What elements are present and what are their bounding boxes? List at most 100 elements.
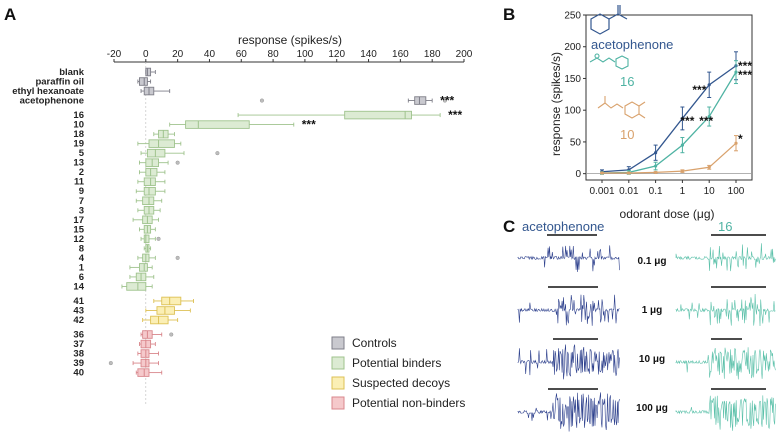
box-iqr (139, 77, 148, 86)
box-11 (137, 177, 166, 186)
category-label: 38 (73, 349, 84, 360)
category-label: 1 (79, 262, 85, 273)
panel-a-xtick-label: -20 (107, 49, 122, 60)
category-label: 5 (79, 148, 85, 159)
trace-title-16: 16 (718, 219, 732, 234)
panel-a-boxes: ********* (108, 67, 462, 377)
category-label: paraffin oil (35, 77, 84, 88)
box-iqr (140, 358, 150, 368)
panel-a-xtick-label: 160 (392, 49, 409, 60)
panel-a-boxplot: response (spikes/s) -20 0 20 40 60 80 100 120 14… (12, 33, 473, 410)
box-4 (137, 253, 180, 263)
category-label: 16 (73, 110, 84, 121)
panel-a-xtick-label: 40 (204, 49, 216, 60)
series-point (734, 70, 738, 74)
legend-label-controls: Controls (352, 336, 397, 350)
box-36 (140, 330, 174, 339)
panel-b-ytick-label: 50 (570, 137, 582, 148)
category-label: 7 (79, 196, 84, 207)
legend-acetophenone: acetophenone (591, 37, 673, 52)
panel-b-axes: 0 50 100 150 200 250 0.001 0.01 0.1 1 10 100 (564, 11, 753, 197)
box-iqr (143, 186, 156, 196)
panel-b-ytick-label: 0 (575, 169, 581, 180)
box-7 (135, 196, 163, 206)
category-label: 39 (73, 358, 84, 369)
box-37 (139, 339, 156, 349)
panel-a-xtick-label: 120 (328, 49, 345, 60)
compound16-structure-icon (589, 53, 629, 70)
series-point (707, 114, 711, 119)
box-iqr (148, 139, 175, 148)
series-acetophenone: *** (600, 51, 752, 175)
trace-acetophenone-2 (517, 344, 620, 380)
panel-b-series: ************* *** (600, 51, 752, 175)
dose-label-0: 0.1 μg (638, 256, 667, 267)
box-iqr (137, 368, 150, 377)
panel-a-xtick-label: 140 (360, 49, 377, 60)
box-iqr (140, 349, 150, 358)
series-significance: * (738, 132, 743, 146)
box-iqr (142, 196, 155, 206)
category-label: 12 (73, 234, 84, 245)
category-label: 13 (73, 158, 84, 169)
legend-swatch-binders (331, 356, 345, 370)
significance-label: *** (440, 94, 454, 108)
box-outlier (169, 332, 174, 337)
category-label: 6 (79, 272, 84, 283)
legend-swatch-nonbinders (331, 396, 345, 410)
box-14 (121, 282, 153, 291)
box-6 (129, 272, 155, 282)
panel-a-letter: A (4, 5, 16, 24)
box-outlier (156, 236, 161, 241)
category-label: 42 (73, 315, 84, 326)
series-point (654, 151, 658, 155)
series-point (680, 143, 685, 147)
category-label: 40 (73, 368, 84, 379)
legend-label-binders: Potential binders (352, 356, 441, 370)
dose-label-1: 1 μg (642, 305, 663, 316)
box-iqr (143, 234, 150, 244)
significance-label: *** (302, 118, 316, 132)
dose-significance-label: *** (699, 114, 713, 128)
series-point (680, 169, 685, 173)
trace-16-0 (675, 243, 776, 272)
compound10-structure-icon (597, 96, 646, 119)
series-point (627, 171, 631, 175)
box-43 (145, 306, 191, 315)
trace-acetophenone-0 (517, 245, 620, 273)
box-ethyl-hexanoate (140, 86, 171, 96)
box-19 (137, 139, 182, 148)
box-iqr (414, 96, 427, 105)
box-42 (142, 315, 179, 325)
box-iqr (150, 315, 169, 325)
trace-acetophenone-3 (517, 392, 620, 432)
trace-16-2 (675, 347, 776, 380)
panel-c-letter: C (503, 217, 515, 236)
panel-b-ytick-label: 100 (564, 106, 581, 117)
trace-acetophenone-1 (517, 294, 620, 326)
category-label: 10 (73, 120, 84, 131)
box-iqr (143, 177, 156, 186)
series-line-10 (602, 142, 737, 174)
category-label: acetophenone (20, 96, 84, 107)
panel-a-xtick-label: 20 (172, 49, 184, 60)
box-iqr (145, 167, 158, 177)
panel-a-xtick-label: 80 (268, 49, 280, 60)
panel-b-letter: B (503, 5, 515, 24)
category-label: ethyl hexanoate (12, 86, 84, 97)
category-label: 18 (73, 129, 84, 140)
panel-a-xtick-label: 200 (456, 49, 473, 60)
category-label: 19 (73, 139, 84, 150)
panel-a-xtick-label: 0 (143, 49, 149, 60)
trace-16-1 (675, 293, 776, 327)
box-9 (135, 186, 166, 196)
panel-a-legend: Controls Potential binders Suspected decoy… (331, 336, 465, 410)
box-iqr (156, 306, 175, 315)
significance-label: *** (448, 108, 462, 122)
panel-a-xtick-label: 60 (236, 49, 248, 60)
panel-a-xtick-label: 180 (424, 49, 441, 60)
category-label: 9 (79, 186, 84, 197)
category-label: 14 (73, 281, 84, 292)
panel-b-xtick-label: 100 (728, 186, 745, 197)
